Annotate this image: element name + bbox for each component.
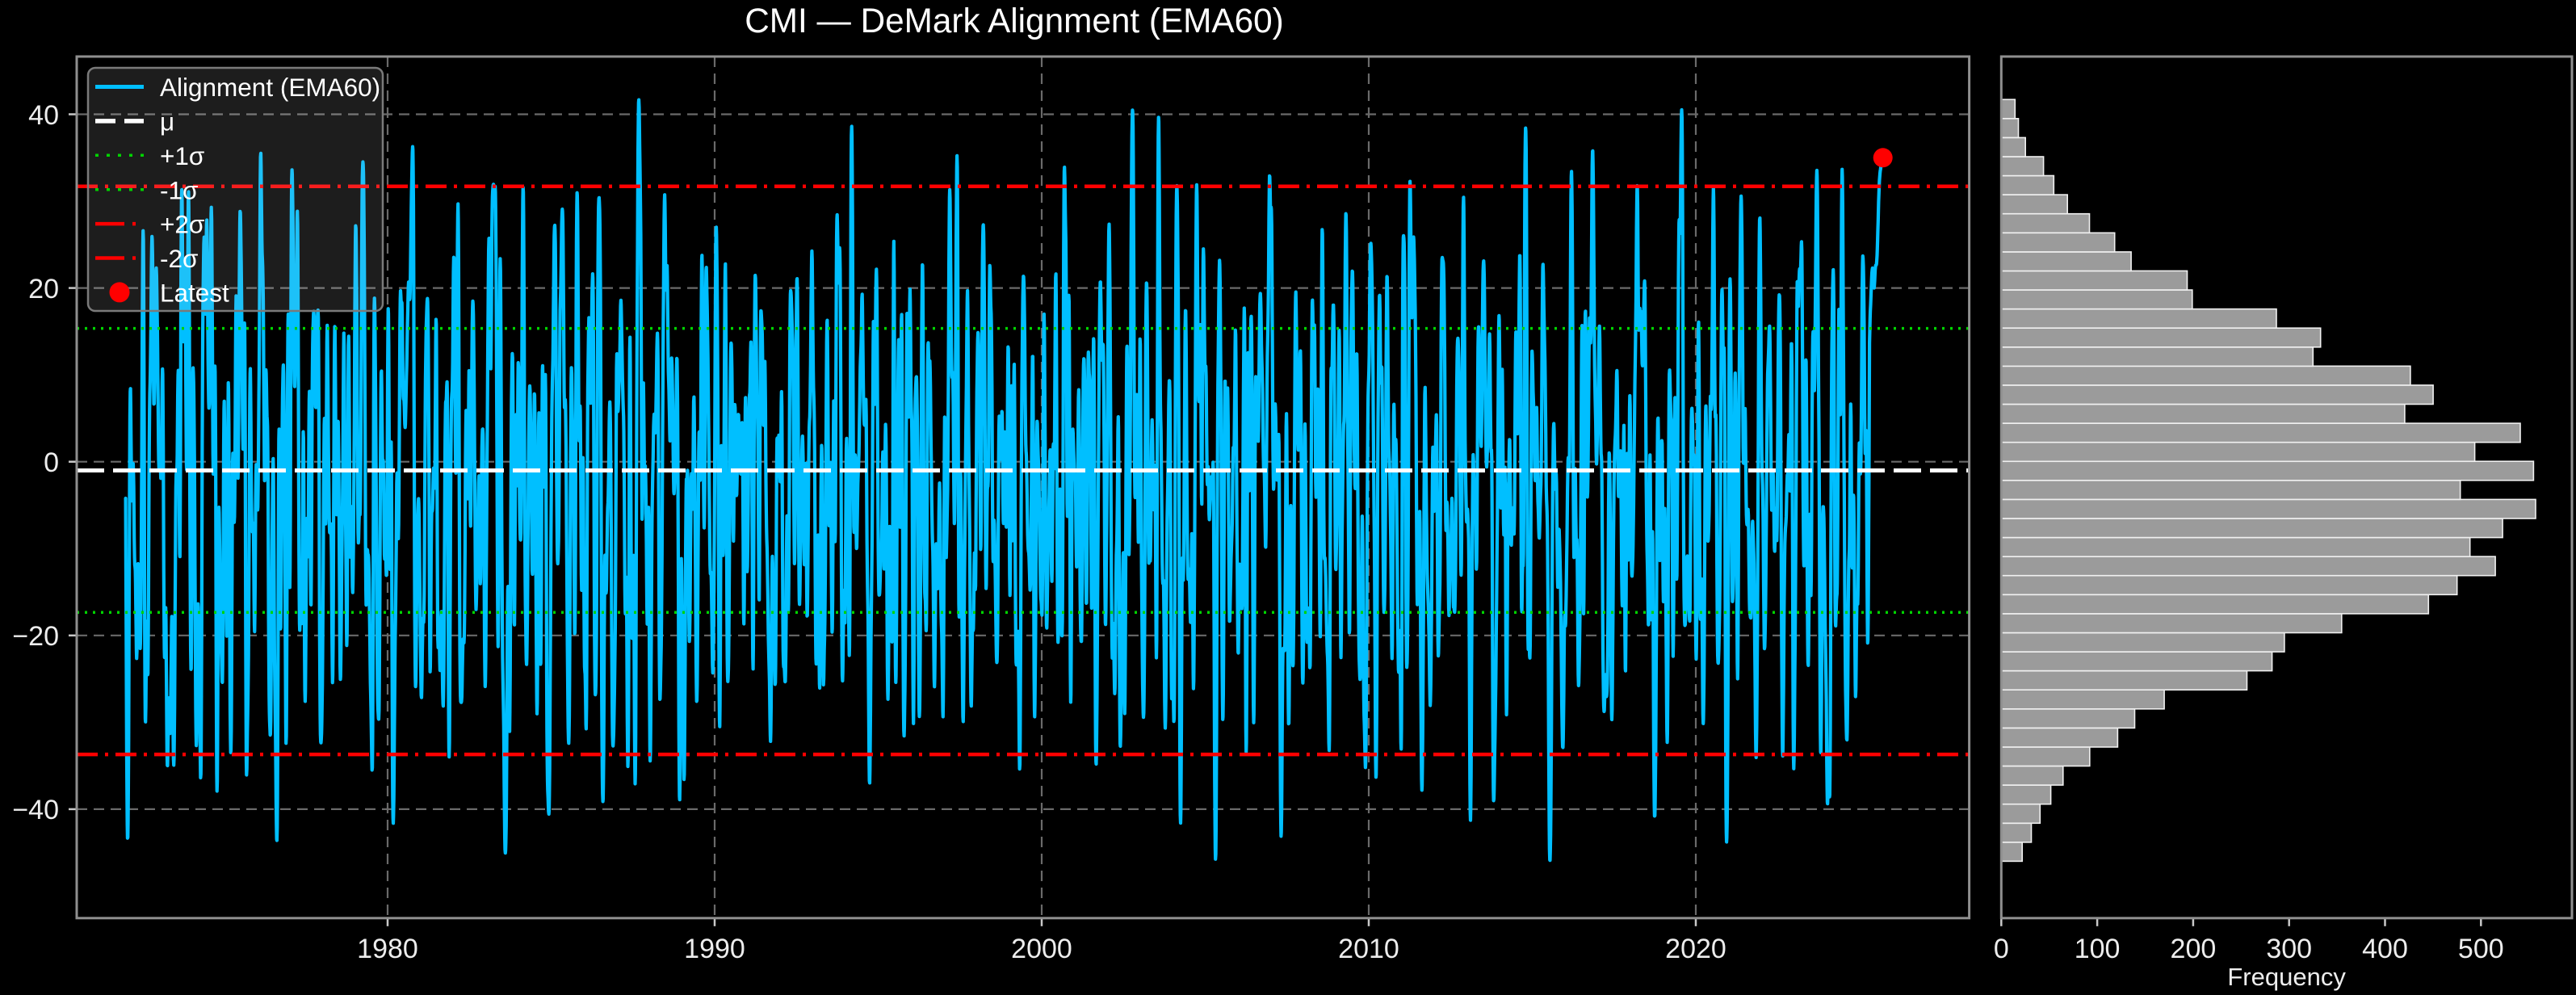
svg-text:+2σ: +2σ — [160, 210, 204, 239]
svg-text:-2σ: -2σ — [160, 244, 198, 273]
svg-text:−40: −40 — [12, 795, 59, 825]
svg-text:500: 500 — [2458, 934, 2504, 964]
svg-text:2010: 2010 — [1338, 934, 1399, 964]
svg-text:2000: 2000 — [1011, 934, 1072, 964]
svg-text:Frequency: Frequency — [2227, 963, 2346, 991]
svg-text:40: 40 — [28, 100, 59, 131]
svg-text:1980: 1980 — [357, 934, 418, 964]
svg-text:100: 100 — [2075, 934, 2121, 964]
svg-text:+1σ: +1σ — [160, 141, 204, 170]
svg-text:200: 200 — [2171, 934, 2217, 964]
svg-text:2020: 2020 — [1665, 934, 1726, 964]
svg-text:CMI — DeMark Alignment (EMA60): CMI — DeMark Alignment (EMA60) — [745, 2, 1284, 40]
svg-text:−20: −20 — [12, 621, 59, 652]
svg-text:300: 300 — [2266, 934, 2312, 964]
svg-text:1990: 1990 — [684, 934, 745, 964]
svg-text:Alignment (EMA60): Alignment (EMA60) — [160, 73, 380, 102]
svg-text:20: 20 — [28, 274, 59, 304]
svg-text:400: 400 — [2362, 934, 2408, 964]
svg-text:0: 0 — [1994, 934, 2009, 964]
svg-text:0: 0 — [44, 447, 59, 478]
svg-text:μ: μ — [160, 107, 174, 136]
svg-text:Latest: Latest — [160, 279, 229, 308]
svg-text:-1σ: -1σ — [160, 175, 198, 204]
